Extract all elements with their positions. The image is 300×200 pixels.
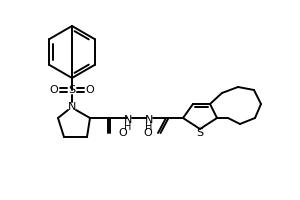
Text: O: O (118, 128, 127, 138)
Text: S: S (196, 128, 204, 138)
Text: N: N (68, 102, 76, 112)
Text: N: N (145, 115, 153, 125)
Text: O: O (143, 128, 152, 138)
Text: O: O (50, 85, 58, 95)
Text: H: H (145, 122, 153, 132)
Text: S: S (68, 85, 76, 95)
Text: N: N (124, 115, 132, 125)
Text: H: H (124, 122, 132, 132)
Text: O: O (85, 85, 94, 95)
